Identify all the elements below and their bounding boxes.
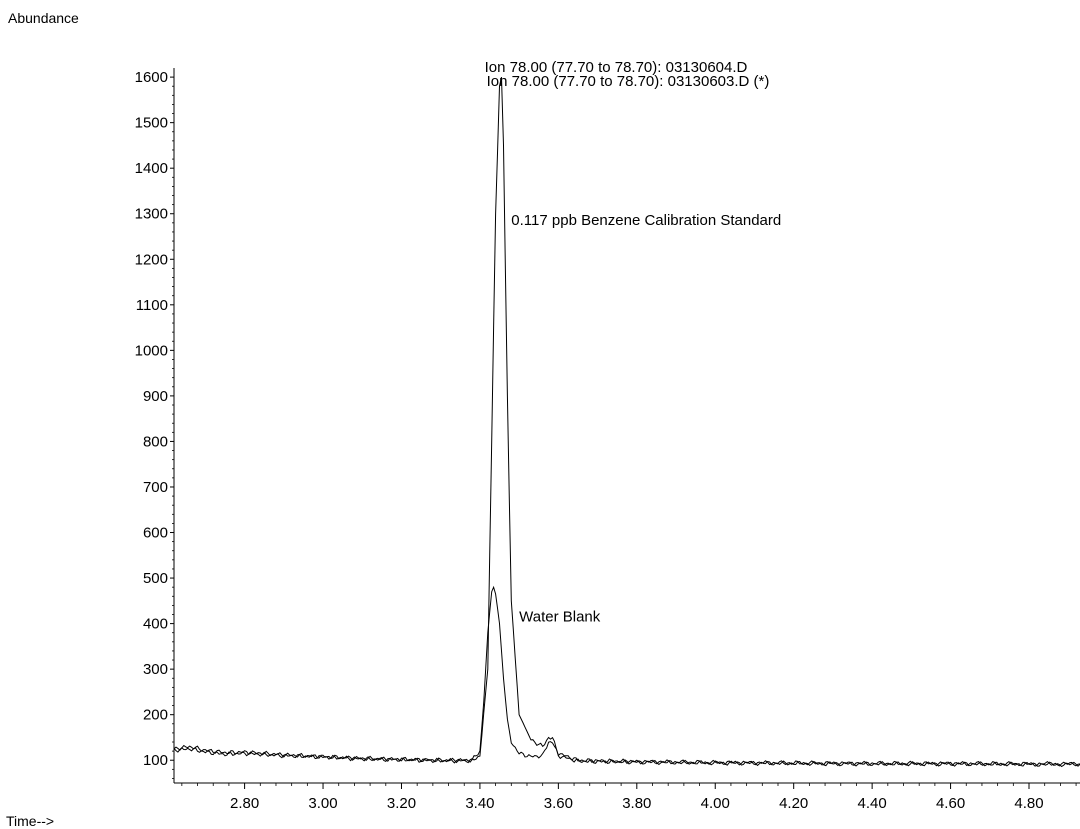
y-tick-label: 1100	[136, 297, 168, 314]
x-tick-label: 3.40	[465, 795, 494, 812]
x-tick-label: 4.60	[936, 795, 965, 812]
x-tick-label: 4.80	[1014, 795, 1043, 812]
y-tick-label: 1400	[135, 160, 168, 177]
x-tick-label: 4.40	[858, 795, 887, 812]
x-tick-label: 4.00	[701, 795, 730, 812]
y-tick-label: 400	[143, 616, 168, 633]
legend-line-2: Ion 78.00 (77.70 to 78.70): 03130603.D (…	[487, 73, 770, 90]
y-tick-label: 600	[143, 525, 168, 542]
y-axis-ticks: 100 200 300 400 500 600 700 800 900 1000 1100 1200 1…	[135, 69, 174, 778]
series-line-1	[174, 77, 1080, 766]
y-tick-label: 900	[143, 388, 168, 405]
y-tick-label: 1300	[135, 206, 168, 223]
annotation-water-blank: Water Blank	[519, 608, 601, 625]
y-tick-label: 1200	[135, 251, 168, 268]
x-axis-ticks: 2.80 3.00 3.20 3.40 3.60 3.80 4.00 4.20 4.40 4.60…	[182, 783, 1076, 812]
y-tick-label: 200	[143, 707, 168, 724]
y-tick-label: 1600	[135, 69, 168, 86]
y-tick-label: 700	[143, 479, 168, 496]
annotation-calibration-standard: 0.117 ppb Benzene Calibration Standard	[511, 212, 781, 229]
y-tick-label: 1500	[135, 115, 168, 132]
annotations-group: 0.117 ppb Benzene Calibration Standard Wa…	[511, 212, 781, 625]
y-tick-label: 500	[143, 570, 168, 587]
y-tick-label: 300	[143, 661, 168, 678]
x-axis-title: Time-->	[6, 813, 54, 829]
x-tick-label: 3.00	[308, 795, 337, 812]
y-tick-label: 100	[143, 752, 168, 769]
x-tick-label: 2.80	[230, 795, 259, 812]
y-tick-label: 800	[143, 433, 168, 450]
x-tick-label: 3.20	[387, 795, 416, 812]
x-tick-label: 3.60	[544, 795, 573, 812]
y-tick-label: 1000	[135, 342, 168, 359]
series-group	[174, 77, 1080, 766]
series-line-2	[174, 587, 1080, 766]
y-axis-title: Abundance	[8, 10, 79, 26]
x-tick-label: 4.20	[779, 795, 808, 812]
x-tick-label: 3.80	[622, 795, 651, 812]
